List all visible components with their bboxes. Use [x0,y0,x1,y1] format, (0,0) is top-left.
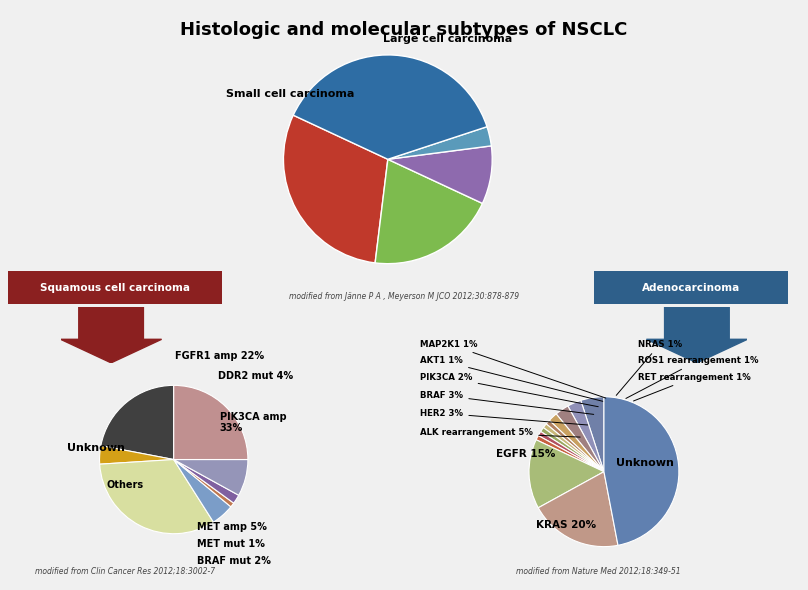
Text: Adenocarcinoma: Adenocarcinoma [642,283,740,293]
Wedge shape [538,471,618,546]
Wedge shape [604,396,679,545]
Text: ROS1 rearrangement 1%: ROS1 rearrangement 1% [626,356,758,398]
Wedge shape [101,385,174,460]
Text: MET amp 5%: MET amp 5% [197,522,267,532]
Wedge shape [541,428,604,471]
Text: NRAS 1%: NRAS 1% [617,340,682,395]
Text: modified from Jänne P A , Meyerson M JCO 2012;30:878-879: modified from Jänne P A , Meyerson M JCO… [289,292,519,301]
Wedge shape [174,460,238,503]
Text: Small cell carcinoma: Small cell carcinoma [226,88,355,99]
Text: HER2 3%: HER2 3% [420,409,587,425]
Text: MAP2K1 1%: MAP2K1 1% [420,340,606,398]
Text: KRAS 20%: KRAS 20% [537,520,596,530]
Wedge shape [375,159,482,264]
Wedge shape [543,424,604,471]
Wedge shape [293,55,487,159]
Text: PIK3CA amp
33%: PIK3CA amp 33% [220,412,286,433]
Text: modified from Nature Med 2012;18:349-51: modified from Nature Med 2012;18:349-51 [516,566,680,575]
Wedge shape [388,127,491,159]
Wedge shape [284,115,388,263]
Text: BRAF mut 2%: BRAF mut 2% [197,556,271,566]
Text: Large cell carcinoma: Large cell carcinoma [383,34,512,44]
Text: modified from Clin Cancer Res 2012;18:3002-7: modified from Clin Cancer Res 2012;18:30… [36,566,215,575]
Wedge shape [388,146,492,204]
Text: Unknown: Unknown [67,442,124,453]
Wedge shape [581,396,604,471]
Wedge shape [174,460,234,507]
Text: Squamous cell carcinoma: Squamous cell carcinoma [40,283,190,293]
Wedge shape [174,460,231,522]
Text: FGFR1 amp 22%: FGFR1 amp 22% [175,352,264,362]
Wedge shape [99,445,174,464]
Text: EGFR 15%: EGFR 15% [495,448,555,458]
Text: BRAF 3%: BRAF 3% [420,391,594,414]
Text: RET rearrangement 1%: RET rearrangement 1% [633,373,751,401]
Wedge shape [546,421,604,471]
Text: Others: Others [107,480,144,490]
Wedge shape [174,385,248,460]
Wedge shape [549,414,604,471]
Text: DDR2 mut 4%: DDR2 mut 4% [218,372,293,381]
Wedge shape [568,401,604,471]
Wedge shape [538,431,604,471]
Text: AKT1 1%: AKT1 1% [420,356,603,401]
Wedge shape [537,435,604,471]
Wedge shape [556,406,604,471]
Text: ALK rearrangement 5%: ALK rearrangement 5% [420,428,580,437]
Wedge shape [174,460,248,495]
Polygon shape [61,307,162,363]
Wedge shape [99,460,213,534]
Text: Unknown: Unknown [617,458,674,468]
Text: MET mut 1%: MET mut 1% [197,539,265,549]
Wedge shape [529,440,604,508]
Text: PIK3CA 2%: PIK3CA 2% [420,373,598,407]
Polygon shape [646,307,747,363]
Text: Histologic and molecular subtypes of NSCLC: Histologic and molecular subtypes of NSC… [180,21,628,39]
